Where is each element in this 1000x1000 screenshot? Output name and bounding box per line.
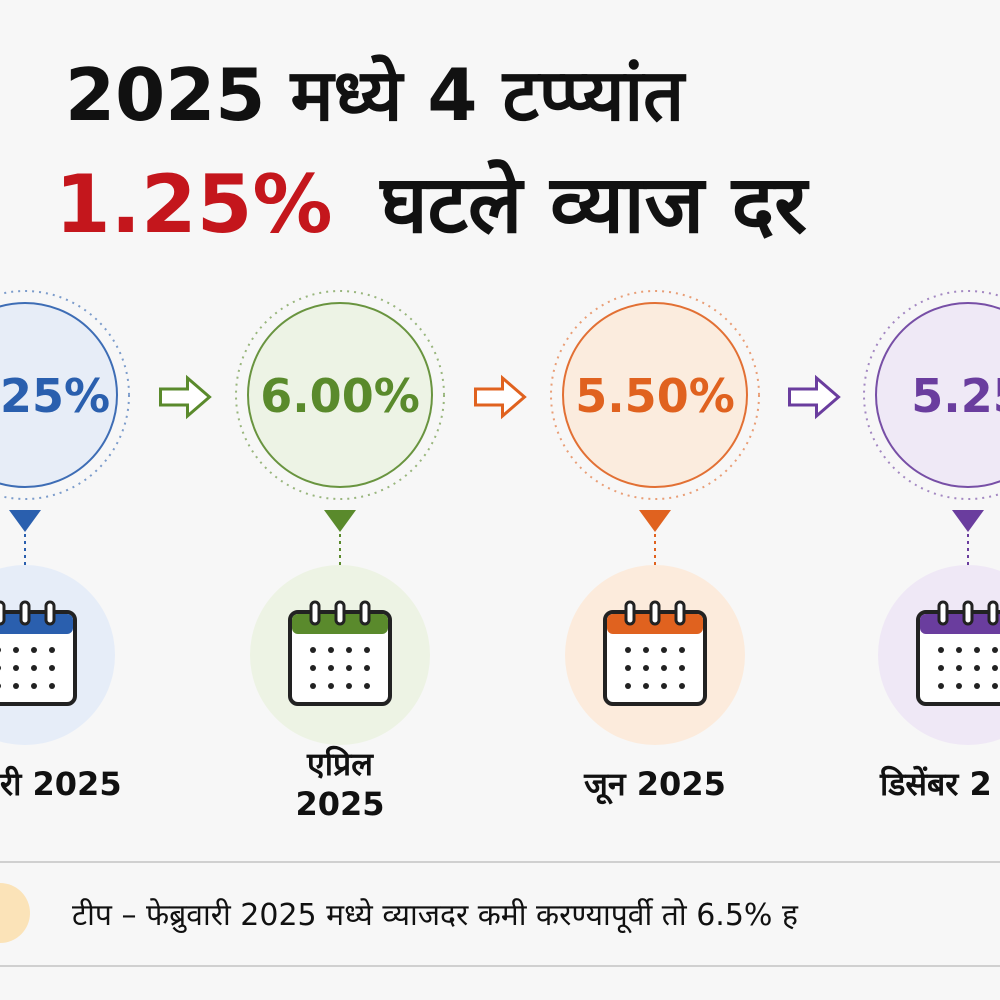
calendar-dot [31,683,37,689]
calendar-dot [625,647,631,653]
calendar-dot [364,647,370,653]
calendar-dot [679,647,685,653]
calendar-dot [974,665,980,671]
rate-circle [247,302,433,488]
calendar-dot [992,665,998,671]
calendar-dot [956,665,962,671]
calendar-dot [310,683,316,689]
calendar-dot [310,647,316,653]
note-icon [0,883,30,943]
date: 2025 [295,785,384,823]
calendar-ring [334,600,346,626]
calendar-dot [938,647,944,653]
calendar-dot [49,647,55,653]
calendar-dot [643,647,649,653]
calendar-ring [0,600,6,626]
calendar-ring [19,600,31,626]
rate-ring [0,290,130,500]
calendar-ring [987,600,999,626]
calendar-ring [309,600,321,626]
title-highlight: 1.25% [55,158,333,251]
rate-circle [875,302,1000,488]
arrow [159,374,212,420]
calendar-dot [643,683,649,689]
date: री 2025 [0,765,122,803]
calendar-dot [643,665,649,671]
rate: 5.50% [575,369,735,423]
arrow [474,374,527,420]
calendar-dot [661,665,667,671]
calendar-dot [0,683,1,689]
rate: 6.00% [260,369,420,423]
calendar-top [0,614,73,634]
calendar-dot [328,683,334,689]
calendar-dot [346,647,352,653]
calendar-ring [649,600,661,626]
calendar-dot [346,683,352,689]
calendar-dot [364,683,370,689]
calendar-dot [13,683,19,689]
calendar-dot [661,647,667,653]
calendar-dot [974,647,980,653]
calendar-dot [679,665,685,671]
title-line1: 2025 मध्ये 4 टप्प्यांत [65,53,687,137]
calendar-dot [49,683,55,689]
rate-ring [235,290,445,500]
calendar-dot [0,665,1,671]
pointer [324,510,356,532]
calendar-dot [679,683,685,689]
note: टीप – फेब्रुवारी 2025 मध्ये व्याजदर कमी … [72,898,799,934]
calendar-ring [962,600,974,626]
calendar-dot [49,665,55,671]
calendar-ring [44,600,56,626]
calendar-dot [661,683,667,689]
rate-circle [0,302,118,488]
rate: 25% [0,369,110,423]
calendar-dot [974,683,980,689]
calendar-ring [674,600,686,626]
calendar-dot [13,647,19,653]
calendar-dot [328,665,334,671]
title-rest: घटले व्याज दर [378,158,810,251]
calendar-dot [13,665,19,671]
rate-circle [562,302,748,488]
calendar-dot [625,683,631,689]
pointer [639,510,671,532]
rate-ring [550,290,760,500]
calendar-ring [359,600,371,626]
calendar-dot [364,665,370,671]
calendar-dot [328,647,334,653]
title-line2: 1.25% घटले व्याज दर [55,158,810,251]
rate: 5.25 [911,369,1000,423]
date: डिसेंबर 2 [879,765,992,803]
date: एप्रिल [306,745,374,783]
calendar-dot [31,665,37,671]
calendar-dot [956,683,962,689]
calendar-dot [938,683,944,689]
calendar-dot [956,647,962,653]
calendar-dot [346,665,352,671]
date: जून 2025 [583,765,726,805]
calendar-dot [992,647,998,653]
calendar-dot [938,665,944,671]
calendar-dot [625,665,631,671]
arrow [788,374,841,420]
calendar-ring [624,600,636,626]
pointer [952,510,984,532]
calendar-dot [0,647,1,653]
calendar-ring [937,600,949,626]
pointer [9,510,41,532]
calendar-dot [310,665,316,671]
calendar-dot [31,647,37,653]
calendar-dot [992,683,998,689]
